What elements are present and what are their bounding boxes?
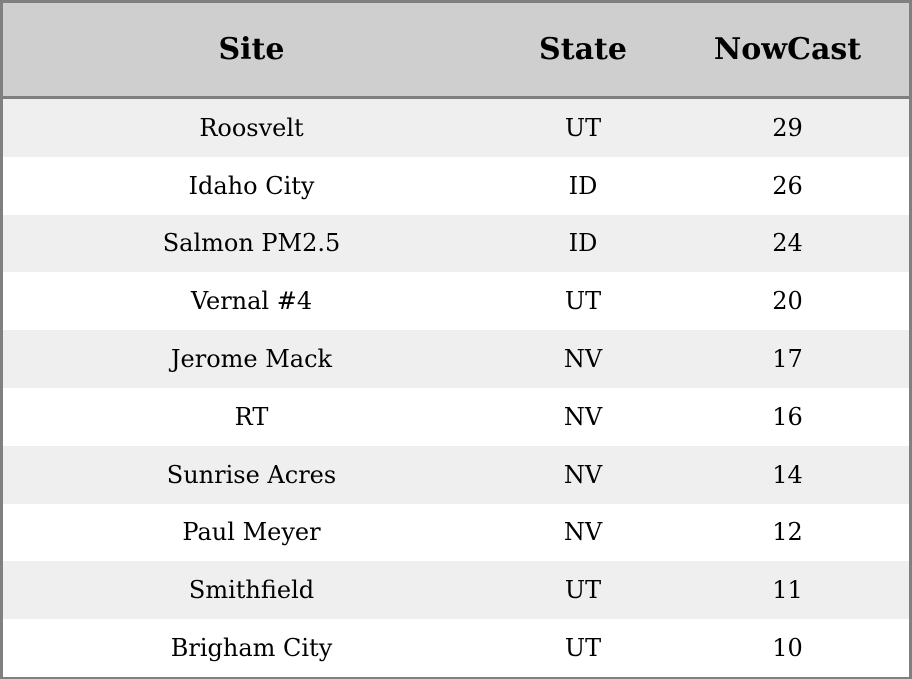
header-nowcast: NowCast <box>666 3 909 99</box>
cell-site: Smithfield <box>3 561 500 620</box>
table-row: Smithfield UT 11 <box>3 561 909 620</box>
table-row: Jerome Mack NV 17 <box>3 330 909 388</box>
cell-nowcast: 12 <box>666 503 909 562</box>
cell-site: Jerome Mack <box>3 330 500 388</box>
cell-nowcast: 24 <box>666 214 909 273</box>
cell-state: UT <box>500 561 666 620</box>
cell-nowcast: 16 <box>666 387 909 446</box>
table-row: Salmon PM2.5 ID 24 <box>3 214 909 273</box>
cell-site: RT <box>3 387 500 446</box>
cell-site: Salmon PM2.5 <box>3 214 500 273</box>
header-state: State <box>500 3 666 99</box>
cell-state: NV <box>500 503 666 562</box>
nowcast-table: Site State NowCast Roosvelt UT 29 Idaho Cit… <box>3 3 909 677</box>
cell-state: UT <box>500 97 666 157</box>
cell-state: UT <box>500 619 666 677</box>
header-site: Site <box>3 3 500 99</box>
cell-nowcast: 17 <box>666 330 909 388</box>
cell-site: Paul Meyer <box>3 503 500 562</box>
table-row: Brigham City UT 10 <box>3 619 909 677</box>
table-row: RT NV 16 <box>3 387 909 446</box>
cell-state: ID <box>500 214 666 273</box>
cell-site: Idaho City <box>3 156 500 215</box>
cell-site: Sunrise Acres <box>3 445 500 504</box>
table-row: Roosvelt UT 29 <box>3 97 909 157</box>
cell-site: Roosvelt <box>3 97 500 157</box>
header-row: Site State NowCast <box>3 3 909 99</box>
cell-site: Brigham City <box>3 619 500 677</box>
table-row: Idaho City ID 26 <box>3 156 909 215</box>
cell-nowcast: 26 <box>666 156 909 215</box>
cell-nowcast: 20 <box>666 272 909 331</box>
cell-state: ID <box>500 156 666 215</box>
cell-nowcast: 10 <box>666 619 909 677</box>
cell-site: Vernal #4 <box>3 272 500 331</box>
cell-state: NV <box>500 387 666 446</box>
cell-state: NV <box>500 330 666 388</box>
cell-state: UT <box>500 272 666 331</box>
table-row: Vernal #4 UT 20 <box>3 272 909 331</box>
cell-state: NV <box>500 445 666 504</box>
cell-nowcast: 11 <box>666 561 909 620</box>
table-row: Sunrise Acres NV 14 <box>3 445 909 504</box>
cell-nowcast: 14 <box>666 445 909 504</box>
table-row: Paul Meyer NV 12 <box>3 503 909 562</box>
cell-nowcast: 29 <box>666 97 909 157</box>
